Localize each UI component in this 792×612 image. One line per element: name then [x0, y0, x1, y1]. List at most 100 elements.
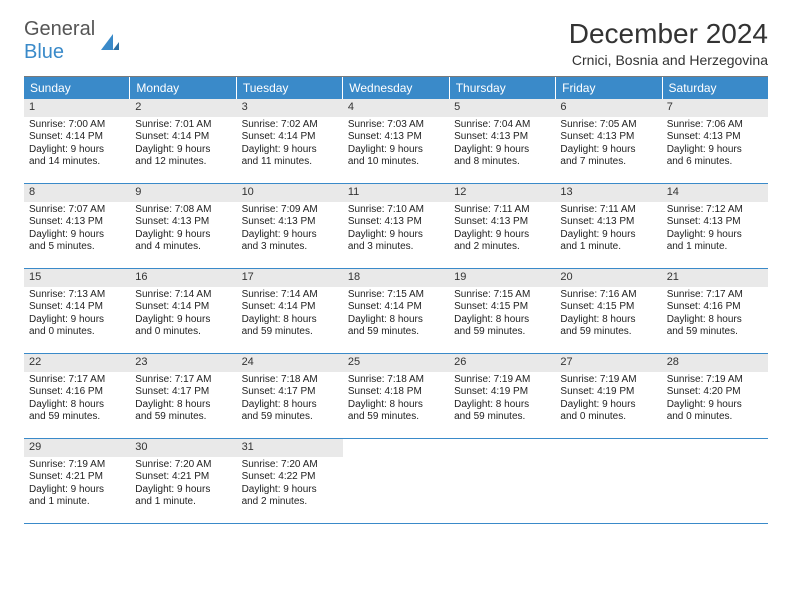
day-number: 15	[24, 269, 130, 287]
daylight-text: Daylight: 9 hours	[242, 144, 338, 157]
daylight-text: and 59 minutes.	[242, 326, 338, 339]
calendar-day: 13 Sunrise: 7:11 AMSunset: 4:13 PMDayligh…	[555, 184, 661, 268]
daylight-text: Daylight: 9 hours	[135, 484, 231, 497]
day-number: 22	[24, 354, 130, 372]
day-number: 12	[449, 184, 555, 202]
daylight-text: Daylight: 8 hours	[454, 399, 550, 412]
weekday-header: Sunday Monday Tuesday Wednesday Thursday…	[24, 77, 768, 99]
day-number: 14	[662, 184, 768, 202]
sunset-text: Sunset: 4:14 PM	[242, 301, 338, 314]
sunset-text: Sunset: 4:16 PM	[29, 386, 125, 399]
weekday-label: Thursday	[450, 77, 556, 99]
sunset-text: Sunset: 4:13 PM	[667, 216, 763, 229]
day-number: 17	[237, 269, 343, 287]
calendar-week: 8Sunrise: 7:07 AMSunset: 4:13 PMDaylight…	[24, 184, 768, 269]
calendar-day: 9Sunrise: 7:08 AMSunset: 4:13 PMDaylight…	[130, 184, 236, 268]
sunset-text: Sunset: 4:13 PM	[348, 131, 444, 144]
logo-sail-icon	[99, 32, 121, 54]
day-number: 2	[130, 99, 236, 117]
calendar-day: 21Sunrise: 7:17 AMSunset: 4:16 PMDayligh…	[662, 269, 768, 353]
daylight-text: and 12 minutes.	[135, 156, 231, 169]
daylight-text: and 14 minutes.	[29, 156, 125, 169]
sunrise-text: Sunrise: 7:17 AM	[667, 289, 763, 302]
daylight-text: Daylight: 9 hours	[454, 229, 550, 242]
day-number: 16	[130, 269, 236, 287]
day-number: 28	[662, 354, 768, 372]
logo-word2: Blue	[24, 41, 64, 63]
daylight-text: and 5 minutes.	[29, 241, 125, 254]
sunset-text: Sunset: 4:16 PM	[667, 301, 763, 314]
daylight-text: Daylight: 9 hours	[560, 229, 656, 242]
sunrise-text: Sunrise: 7:11 AM	[454, 204, 550, 217]
day-number: 26	[449, 354, 555, 372]
day-number: 5	[449, 99, 555, 117]
sunset-text: Sunset: 4:17 PM	[135, 386, 231, 399]
day-number: 24	[237, 354, 343, 372]
logo-word1: General	[24, 18, 95, 40]
daylight-text: Daylight: 9 hours	[242, 484, 338, 497]
day-number: 21	[662, 269, 768, 287]
logo: General Blue	[24, 18, 121, 64]
sunrise-text: Sunrise: 7:16 AM	[560, 289, 656, 302]
daylight-text: and 0 minutes.	[560, 411, 656, 424]
calendar-day: 15Sunrise: 7:13 AMSunset: 4:14 PMDayligh…	[24, 269, 130, 353]
daylight-text: Daylight: 8 hours	[348, 399, 444, 412]
calendar-day: 3Sunrise: 7:02 AMSunset: 4:14 PMDaylight…	[237, 99, 343, 183]
calendar-day: 19Sunrise: 7:15 AMSunset: 4:15 PMDayligh…	[449, 269, 555, 353]
sunset-text: Sunset: 4:19 PM	[454, 386, 550, 399]
weekday-label: Friday	[556, 77, 662, 99]
daylight-text: Daylight: 8 hours	[135, 399, 231, 412]
sunset-text: Sunset: 4:14 PM	[135, 301, 231, 314]
day-number: 9	[130, 184, 236, 202]
sunset-text: Sunset: 4:13 PM	[29, 216, 125, 229]
sunset-text: Sunset: 4:13 PM	[560, 131, 656, 144]
calendar: Sunday Monday Tuesday Wednesday Thursday…	[24, 76, 768, 524]
daylight-text: Daylight: 9 hours	[29, 484, 125, 497]
daylight-text: Daylight: 9 hours	[135, 144, 231, 157]
daylight-text: Daylight: 8 hours	[348, 314, 444, 327]
day-number: 18	[343, 269, 449, 287]
daylight-text: Daylight: 9 hours	[135, 229, 231, 242]
sunset-text: Sunset: 4:15 PM	[454, 301, 550, 314]
day-number: 10	[237, 184, 343, 202]
daylight-text: Daylight: 9 hours	[560, 144, 656, 157]
sunrise-text: Sunrise: 7:07 AM	[29, 204, 125, 217]
sunset-text: Sunset: 4:14 PM	[135, 131, 231, 144]
daylight-text: and 59 minutes.	[454, 411, 550, 424]
daylight-text: and 2 minutes.	[242, 496, 338, 509]
sunrise-text: Sunrise: 7:11 AM	[560, 204, 656, 217]
daylight-text: and 1 minute.	[29, 496, 125, 509]
weekday-label: Sunday	[24, 77, 130, 99]
daylight-text: and 59 minutes.	[242, 411, 338, 424]
daylight-text: Daylight: 8 hours	[242, 399, 338, 412]
sunset-text: Sunset: 4:13 PM	[667, 131, 763, 144]
calendar-day: 17Sunrise: 7:14 AMSunset: 4:14 PMDayligh…	[237, 269, 343, 353]
calendar-week: 29Sunrise: 7:19 AMSunset: 4:21 PMDayligh…	[24, 439, 768, 524]
daylight-text: and 59 minutes.	[135, 411, 231, 424]
daylight-text: Daylight: 8 hours	[242, 314, 338, 327]
daylight-text: and 6 minutes.	[667, 156, 763, 169]
day-number: 30	[130, 439, 236, 457]
daylight-text: and 59 minutes.	[454, 326, 550, 339]
daylight-text: and 0 minutes.	[29, 326, 125, 339]
day-number: 20	[555, 269, 661, 287]
sunset-text: Sunset: 4:13 PM	[454, 216, 550, 229]
day-number: 13	[555, 184, 661, 202]
daylight-text: and 4 minutes.	[135, 241, 231, 254]
daylight-text: and 59 minutes.	[560, 326, 656, 339]
daylight-text: Daylight: 9 hours	[348, 229, 444, 242]
sunset-text: Sunset: 4:20 PM	[667, 386, 763, 399]
weekday-label: Tuesday	[237, 77, 343, 99]
calendar-day: 27Sunrise: 7:19 AMSunset: 4:19 PMDayligh…	[555, 354, 661, 438]
daylight-text: and 59 minutes.	[29, 411, 125, 424]
header: General Blue December 2024 Crnici, Bosni…	[24, 18, 768, 68]
calendar-day-empty	[662, 439, 768, 523]
daylight-text: Daylight: 9 hours	[29, 144, 125, 157]
sunset-text: Sunset: 4:14 PM	[348, 301, 444, 314]
sunrise-text: Sunrise: 7:18 AM	[348, 374, 444, 387]
sunset-text: Sunset: 4:13 PM	[560, 216, 656, 229]
month-title: December 2024	[569, 18, 768, 50]
daylight-text: Daylight: 8 hours	[29, 399, 125, 412]
calendar-day: 29Sunrise: 7:19 AMSunset: 4:21 PMDayligh…	[24, 439, 130, 523]
sunrise-text: Sunrise: 7:05 AM	[560, 119, 656, 132]
